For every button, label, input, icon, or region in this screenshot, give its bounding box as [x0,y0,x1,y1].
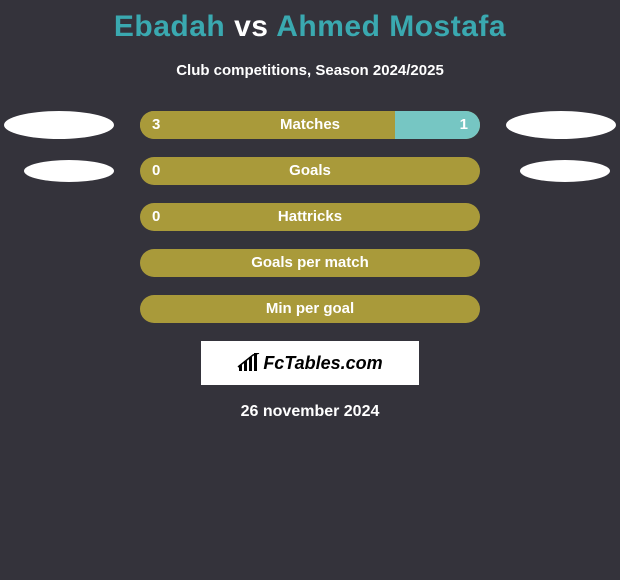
bar-track [140,295,480,323]
player1-name: Ebadah [114,10,225,43]
bar-left-segment [140,111,395,139]
right-ellipse [520,160,610,182]
bar-track [140,249,480,277]
bar-right-segment [395,111,480,139]
bar-left-segment [140,249,480,277]
bar-left-segment [140,157,480,185]
bar-wrap: Goals per match [140,249,480,277]
bar-wrap: Matches31 [140,111,480,139]
bar-track [140,203,480,231]
vs-text: vs [234,10,268,43]
stat-row: Goals0 [0,157,620,185]
right-ellipse [506,111,616,139]
date-line: 26 november 2024 [0,403,620,421]
bar-wrap: Goals0 [140,157,480,185]
bar-track [140,111,480,139]
comparison-title: Ebadah vs Ahmed Mostafa [0,0,620,44]
player2-name: Ahmed Mostafa [276,10,506,43]
logo-box: FcTables.com [201,341,419,385]
logo-text: FcTables.com [263,353,382,374]
stat-row: Goals per match [0,249,620,277]
logo-chart-icon [237,353,261,373]
stats-bars-container: Matches31 Goals0 Hattricks0 Goals per match… [0,111,620,323]
stat-row: Hattricks0 [0,203,620,231]
stat-row: Matches31 [0,111,620,139]
subtitle: Club competitions, Season 2024/2025 [0,62,620,79]
bar-wrap: Min per goal [140,295,480,323]
bar-left-segment [140,203,480,231]
left-ellipse [24,160,114,182]
left-ellipse [4,111,114,139]
bar-wrap: Hattricks0 [140,203,480,231]
stat-row: Min per goal [0,295,620,323]
bar-track [140,157,480,185]
bar-left-segment [140,295,480,323]
logo: FcTables.com [237,353,382,374]
